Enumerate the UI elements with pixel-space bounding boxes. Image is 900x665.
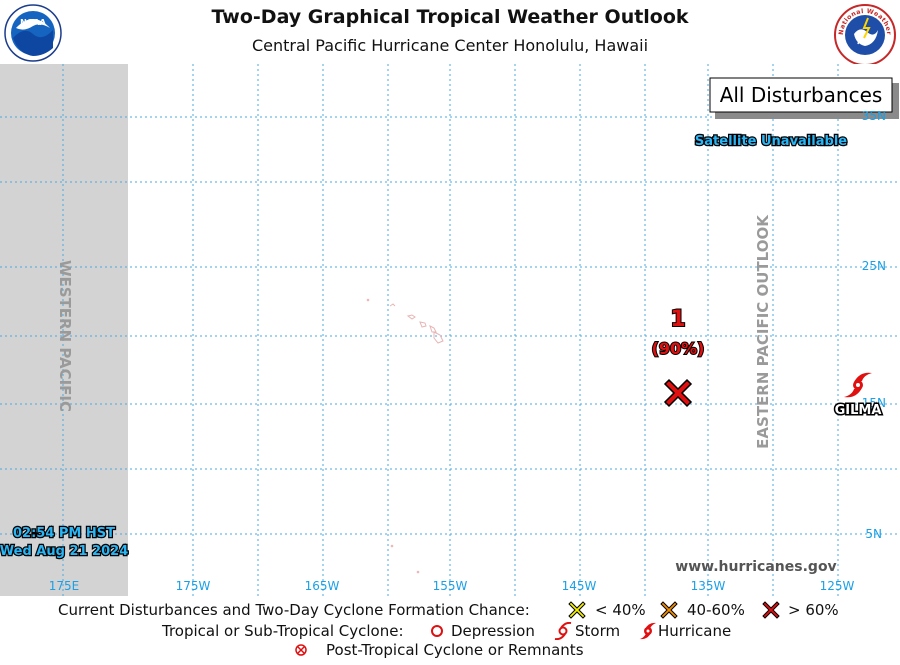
depression-icon bbox=[431, 625, 443, 637]
legend-post-tropical: Post-Tropical Cyclone or Remnants bbox=[326, 641, 584, 659]
lon-label-175e: 175E bbox=[49, 579, 80, 593]
storm-icon bbox=[554, 622, 572, 640]
noaa-logo-text: NOAA bbox=[20, 18, 46, 27]
hawaiian-islands bbox=[366, 298, 444, 574]
legend-row-disturbances: Current Disturbances and Two-Day Cyclone… bbox=[58, 601, 530, 619]
western-pacific-label: WESTERN PACIFIC bbox=[56, 260, 74, 412]
hurricane-gilma-icon[interactable] bbox=[844, 372, 872, 398]
legend-storm: Storm bbox=[575, 622, 621, 640]
lat-label-35n: 35N bbox=[862, 109, 886, 123]
storm-name: GILMA bbox=[835, 403, 882, 418]
medium-chance-x-icon bbox=[660, 601, 678, 619]
view-label-box bbox=[709, 77, 893, 113]
lat-label-25n: 25N bbox=[862, 259, 886, 273]
legend-high-chance: > 60% bbox=[788, 601, 839, 619]
lat-label-5n: 5N bbox=[865, 527, 882, 541]
legend-low-chance: < 40% bbox=[595, 601, 646, 619]
timestamp-date: Wed Aug 21 2024 bbox=[0, 544, 128, 559]
disturbance-chance: (90%) bbox=[652, 339, 705, 358]
legend-cyclone-label: Tropical or Sub-Tropical Cyclone: bbox=[162, 622, 404, 640]
noaa-logo-icon: NOAA bbox=[4, 4, 62, 62]
map-canvas: WESTERN PACIFIC EASTERN PACIFIC OUTLOOK … bbox=[0, 64, 900, 596]
lon-label-175w: 175W bbox=[176, 579, 211, 593]
timestamp-time: 02:54 PM HST bbox=[13, 526, 115, 541]
lon-label-135w: 135W bbox=[691, 579, 726, 593]
legend-medium-chance: 40-60% bbox=[687, 601, 745, 619]
lat-lon-grid bbox=[0, 64, 900, 596]
lon-label-155w: 155W bbox=[433, 579, 468, 593]
eastern-pacific-label: EASTERN PACIFIC OUTLOOK bbox=[754, 214, 772, 449]
page-subtitle: Central Pacific Hurricane Center Honolul… bbox=[251, 36, 649, 55]
lon-label-165w: 165W bbox=[305, 579, 340, 593]
low-chance-x-icon bbox=[568, 601, 586, 619]
outlook-map: WESTERN PACIFIC EASTERN PACIFIC OUTLOOK … bbox=[0, 64, 900, 596]
view-label: All Disturbances bbox=[720, 83, 883, 107]
lat-label-15n: 15N bbox=[862, 396, 886, 410]
legend: Current Disturbances and Two-Day Cyclone… bbox=[0, 597, 900, 665]
page-title: Two-Day Graphical Tropical Weather Outlo… bbox=[211, 6, 689, 28]
header: NOAA Two-Day Graphical Tropical Weather … bbox=[0, 0, 900, 66]
website-link[interactable]: www.hurricanes.gov bbox=[675, 559, 836, 575]
legend-depression: Depression bbox=[451, 622, 535, 640]
post-tropical-icon bbox=[295, 644, 307, 656]
western-pacific-region bbox=[0, 64, 128, 596]
legend-hurricane: Hurricane bbox=[658, 622, 732, 640]
lon-label-125w: 125W bbox=[820, 579, 855, 593]
disturbance-high-chance-icon[interactable] bbox=[663, 378, 693, 408]
lon-label-145w: 145W bbox=[562, 579, 597, 593]
satellite-status: Satellite Unavailable bbox=[695, 134, 847, 149]
nws-logo-icon: National Weather Service bbox=[834, 4, 896, 66]
high-chance-x-icon bbox=[762, 601, 780, 619]
legend-disturbances-label: Current Disturbances and Two-Day Cyclone… bbox=[58, 601, 530, 619]
disturbance-number: 1 bbox=[670, 307, 685, 332]
hurricane-icon bbox=[640, 622, 656, 640]
